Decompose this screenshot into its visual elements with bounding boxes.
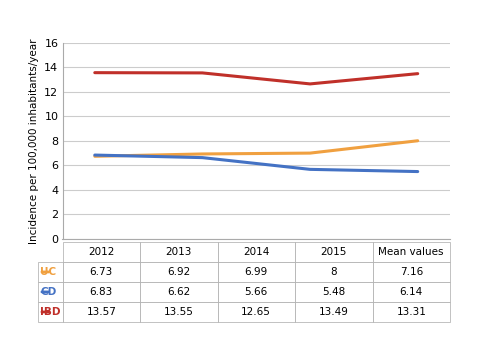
Y-axis label: Incidence per 100,000 inhabitants/year: Incidence per 100,000 inhabitants/year [28,38,38,243]
